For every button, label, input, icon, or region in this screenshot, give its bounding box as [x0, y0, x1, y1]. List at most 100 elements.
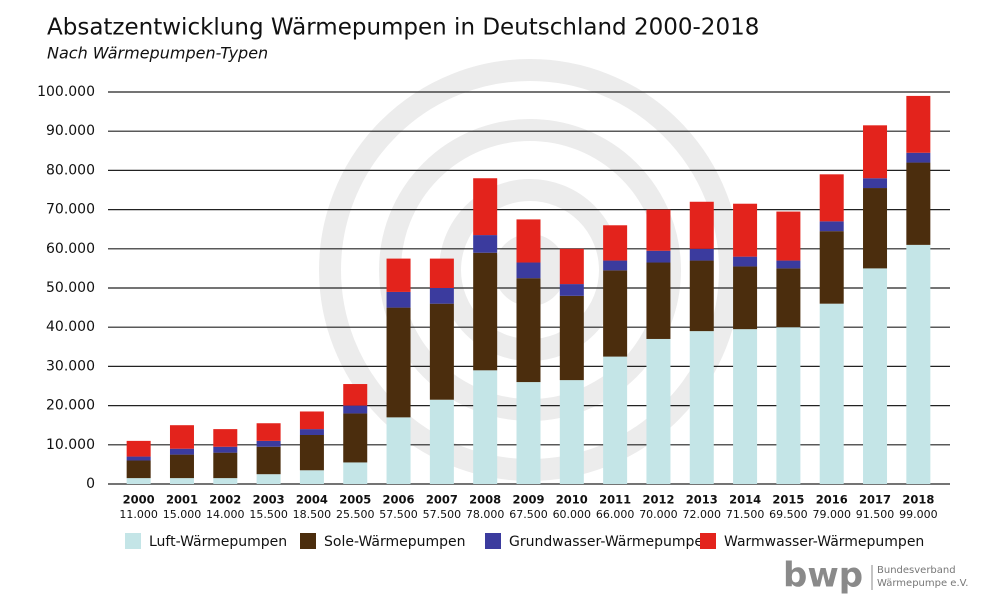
y-tick-label: 70.000 — [46, 202, 95, 218]
total-label: 18.500 — [293, 508, 332, 521]
bar-segment — [473, 178, 498, 236]
bar-segment — [776, 211, 801, 261]
y-tick-label: 90.000 — [46, 123, 95, 139]
legend-swatch — [485, 533, 501, 549]
bar-segment — [386, 291, 411, 308]
bar-segment — [776, 268, 801, 328]
bar-segment — [776, 327, 801, 484]
bar-segment — [689, 260, 714, 332]
y-tick-label: 40.000 — [46, 319, 95, 335]
bar-segment — [603, 260, 628, 271]
bar-segment — [516, 382, 541, 484]
bar-segment — [429, 288, 454, 304]
bar-segment — [343, 405, 368, 414]
bar-segment — [733, 203, 758, 257]
bar-segment — [689, 331, 714, 484]
bar-segment — [299, 411, 324, 430]
bar-segment — [863, 268, 888, 484]
bar-segment — [689, 248, 714, 261]
bar-segment — [429, 399, 454, 484]
bar-segment — [256, 423, 281, 441]
bar-segment — [429, 303, 454, 400]
x-tick-label: 2004 — [296, 493, 328, 507]
bar-segment — [126, 456, 151, 461]
bar-segment — [126, 478, 151, 484]
bar-segment — [516, 262, 541, 279]
bar-segment — [299, 429, 324, 435]
bar-segment — [213, 478, 238, 484]
bar-segment — [906, 162, 931, 245]
bar-segment — [299, 470, 324, 484]
y-tick-label: 30.000 — [46, 358, 95, 374]
bar-segment — [213, 429, 238, 447]
bar-segment — [906, 95, 931, 153]
bar-segment — [256, 474, 281, 484]
bar-segment — [559, 284, 584, 296]
x-tick-label: 2017 — [859, 493, 891, 507]
x-tick-label: 2007 — [426, 493, 458, 507]
y-tick-label: 20.000 — [46, 398, 95, 414]
x-tick-label: 2018 — [902, 493, 934, 507]
bar-segment — [473, 252, 498, 371]
bar-segment — [516, 219, 541, 263]
bar-segment — [819, 174, 844, 222]
x-tick-label: 2010 — [556, 493, 588, 507]
bar-segment — [646, 338, 671, 484]
bar-segment — [213, 452, 238, 479]
bar-segment — [646, 250, 671, 263]
bar-segment — [169, 448, 194, 455]
x-tick-label: 2008 — [469, 493, 501, 507]
bar-segment — [819, 231, 844, 304]
y-tick-label: 100.000 — [37, 84, 95, 100]
bar-segment — [603, 225, 628, 261]
bar-segment — [256, 440, 281, 447]
bar-segment — [646, 209, 671, 251]
bar-segment — [906, 244, 931, 484]
y-tick-label: 10.000 — [46, 437, 95, 453]
chart-title: Absatzentwicklung Wärmepumpen in Deutsch… — [47, 15, 759, 41]
x-tick-label: 2003 — [253, 493, 285, 507]
total-label: 66.000 — [596, 508, 635, 521]
total-label: 11.000 — [119, 508, 158, 521]
total-label: 15.500 — [249, 508, 288, 521]
bar-segment — [213, 446, 238, 453]
total-label: 69.500 — [769, 508, 808, 521]
bar-segment — [473, 235, 498, 253]
bar-segment — [473, 370, 498, 484]
total-label: 99.000 — [899, 508, 938, 521]
total-label: 57.500 — [379, 508, 418, 521]
bar-segment — [386, 307, 411, 418]
legend-label: Warmwasser-Wärmepumpen — [724, 534, 924, 550]
bar-segment — [689, 201, 714, 249]
bar-segment — [343, 384, 368, 406]
total-label: 67.500 — [509, 508, 548, 521]
bar-segment — [169, 478, 194, 484]
bar-segment — [559, 248, 584, 285]
total-label: 71.500 — [726, 508, 765, 521]
x-tick-label: 2013 — [686, 493, 718, 507]
x-tick-label: 2006 — [383, 493, 415, 507]
total-label: 78.000 — [466, 508, 505, 521]
y-tick-label: 0 — [86, 476, 95, 492]
bar-segment — [733, 329, 758, 484]
bar-segment — [169, 454, 194, 479]
logo-text: Wärmepumpe e.V. — [877, 578, 968, 589]
total-label: 60.000 — [553, 508, 592, 521]
logo-text: Bundesverband — [877, 565, 956, 576]
x-tick-label: 2009 — [512, 493, 544, 507]
x-tick-label: 2016 — [816, 493, 848, 507]
total-label: 15.000 — [163, 508, 202, 521]
bar-segment — [603, 356, 628, 484]
bar-segment — [256, 446, 281, 475]
x-tick-label: 2000 — [123, 493, 155, 507]
chart-subtitle: Nach Wärmepumpen-Typen — [47, 44, 268, 63]
x-tick-label: 2011 — [599, 493, 631, 507]
bar-segment — [863, 178, 888, 189]
bar-segment — [343, 413, 368, 463]
legend-swatch — [300, 533, 316, 549]
bar-segment — [733, 256, 758, 267]
x-tick-label: 2014 — [729, 493, 761, 507]
bar-segment — [299, 435, 324, 471]
bar-segment — [906, 152, 931, 163]
bar-segment — [386, 417, 411, 484]
